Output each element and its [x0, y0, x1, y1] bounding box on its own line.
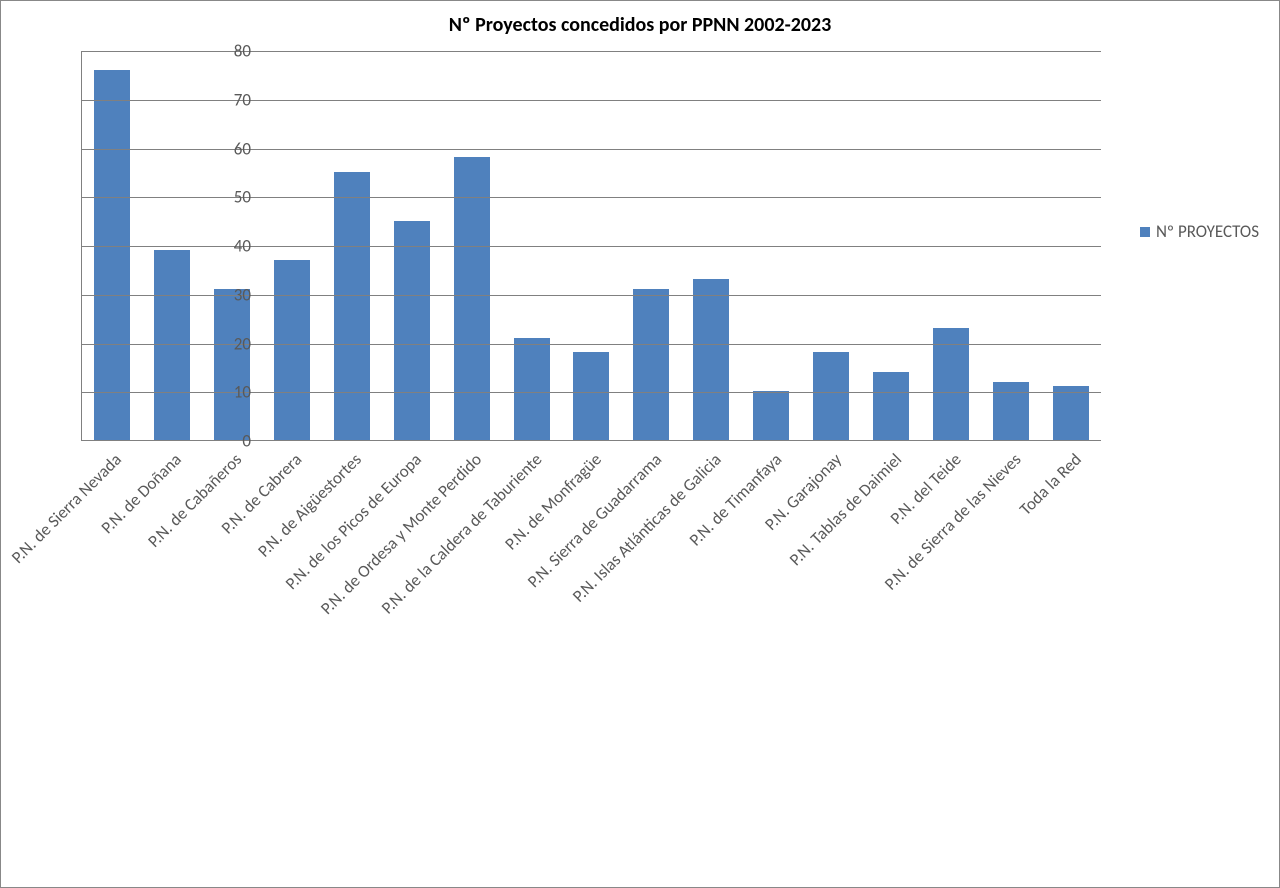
bar: [214, 289, 250, 440]
y-tick-label: 20: [211, 333, 251, 354]
chart-container: Nº Proyectos concedidos por PPNN 2002-20…: [0, 0, 1280, 888]
legend-label: Nº PROYECTOS: [1156, 221, 1259, 242]
y-tick-label: 60: [211, 138, 251, 159]
bar: [813, 352, 849, 440]
legend-swatch: [1140, 227, 1150, 237]
y-tick-label: 80: [211, 41, 251, 62]
y-tick-label: 40: [211, 236, 251, 257]
bar: [274, 260, 310, 440]
bar: [753, 391, 789, 440]
bar: [334, 172, 370, 440]
x-axis-labels: P.N. de Sierra NevadaP.N. de DoñanaP.N. …: [81, 441, 1101, 861]
x-tick-label: P.N. de Sierra Nevada: [7, 449, 126, 568]
bar: [454, 157, 490, 440]
chart-title: Nº Proyectos concedidos por PPNN 2002-20…: [1, 13, 1279, 37]
bar: [633, 289, 669, 440]
bar: [873, 372, 909, 440]
bar: [94, 70, 130, 441]
x-tick-label: P.N. Tablas de Daimiel: [785, 449, 906, 570]
y-tick-label: 70: [211, 89, 251, 110]
x-tick-label: Toda la Red: [1015, 449, 1086, 520]
bar: [693, 279, 729, 440]
y-tick-label: 50: [211, 187, 251, 208]
bar: [993, 382, 1029, 441]
bar: [573, 352, 609, 440]
bar: [394, 221, 430, 440]
bar: [154, 250, 190, 440]
y-tick-label: 10: [211, 382, 251, 403]
bar: [1053, 386, 1089, 440]
bar: [514, 338, 550, 440]
bar: [933, 328, 969, 440]
x-tick-label: P.N. de Aigüestortes: [253, 449, 365, 561]
legend: Nº PROYECTOS: [1140, 221, 1259, 242]
y-tick-label: 30: [211, 284, 251, 305]
